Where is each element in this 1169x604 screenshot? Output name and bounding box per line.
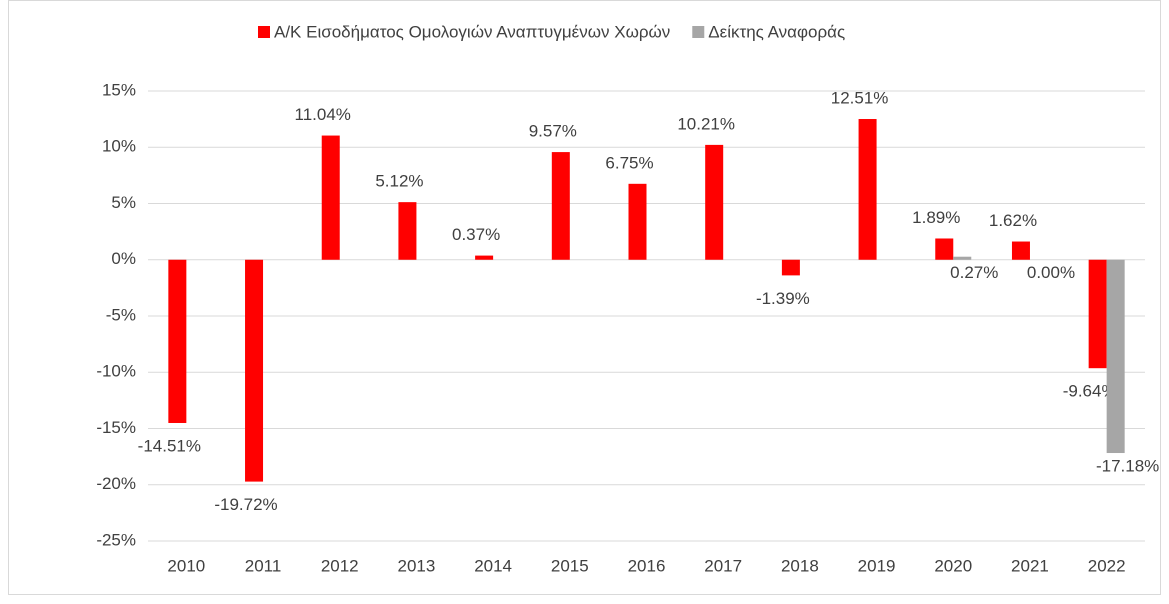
data-label: 12.51% — [831, 88, 889, 107]
data-label: -1.39% — [756, 289, 810, 308]
x-tick-label: 2015 — [551, 556, 589, 575]
bar — [858, 119, 877, 260]
legend-label: Δείκτης Αναφοράς — [708, 22, 845, 41]
x-tick-label: 2018 — [781, 556, 819, 575]
x-tick-label: 2010 — [167, 556, 205, 575]
bar — [321, 135, 340, 260]
y-tick-label: 5% — [111, 193, 136, 212]
bar — [953, 256, 972, 260]
y-tick-label: -10% — [96, 362, 136, 381]
x-tick-label: 2016 — [628, 556, 666, 575]
legend-label: Α/Κ Εισοδήματος Ομολογιών Αναπτυγμένων Χ… — [274, 22, 670, 41]
y-tick-label: 10% — [102, 137, 136, 156]
bar — [245, 259, 264, 482]
x-tick-label: 2017 — [704, 556, 742, 575]
bar — [781, 259, 800, 276]
y-tick-label: -20% — [96, 474, 136, 493]
y-tick-label: 15% — [102, 80, 136, 99]
chart-frame — [8, 0, 1161, 595]
bar — [935, 238, 954, 260]
bar — [168, 259, 187, 423]
data-label: 9.57% — [529, 122, 577, 141]
y-tick-label: -5% — [106, 305, 136, 324]
y-tick-label: -25% — [96, 530, 136, 549]
y-tick-label: 0% — [111, 249, 136, 268]
x-tick-label: 2020 — [934, 556, 972, 575]
data-label: -14.51% — [138, 436, 201, 455]
x-tick-label: 2012 — [321, 556, 359, 575]
x-tick-label: 2013 — [398, 556, 436, 575]
data-label: 1.89% — [912, 208, 960, 227]
data-label: 0.37% — [452, 225, 500, 244]
x-tick-label: 2014 — [474, 556, 512, 575]
data-label: -19.72% — [214, 495, 277, 514]
data-label: -9.64% — [1063, 382, 1117, 401]
x-tick-label: 2011 — [245, 556, 282, 575]
x-tick-label: 2022 — [1088, 556, 1126, 575]
data-label: 1.62% — [989, 211, 1037, 230]
legend-swatch — [258, 26, 270, 38]
bar — [475, 255, 494, 260]
data-label: 11.04% — [295, 105, 351, 124]
bar — [705, 144, 724, 260]
bar — [398, 202, 417, 260]
bar — [1106, 259, 1125, 454]
data-label: 10.21% — [677, 114, 735, 133]
data-label: 5.12% — [375, 172, 423, 191]
data-label: 0.27% — [950, 263, 998, 282]
legend-swatch — [692, 26, 705, 38]
bar — [1011, 241, 1030, 260]
data-label: 0.00% — [1027, 263, 1075, 282]
x-tick-label: 2021 — [1011, 556, 1049, 575]
bar — [1088, 259, 1107, 369]
bar — [628, 183, 647, 260]
data-label: 6.75% — [605, 153, 653, 172]
data-label: -17.18% — [1096, 457, 1159, 476]
bar — [551, 152, 570, 260]
x-tick-label: 2019 — [858, 556, 896, 575]
y-tick-label: -15% — [96, 418, 136, 437]
